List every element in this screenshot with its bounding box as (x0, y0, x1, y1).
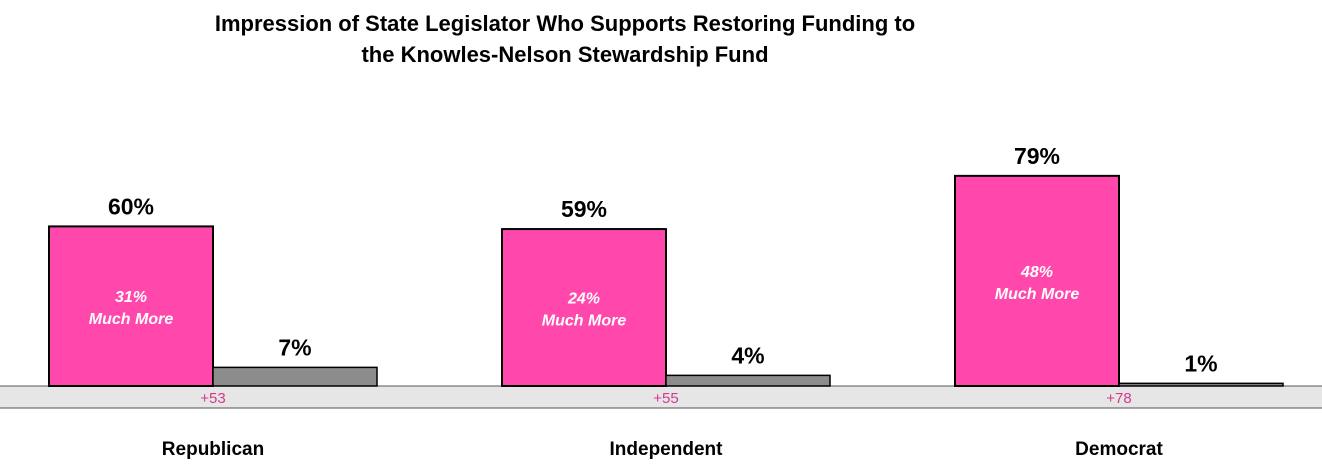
inner-label-percent: 31% (115, 289, 147, 306)
inner-label-text: Much More (89, 311, 174, 328)
net-label: +78 (1106, 390, 1131, 407)
inner-label-text: Much More (995, 286, 1080, 303)
bar-unfavorable (666, 375, 830, 386)
category-label: Republican (162, 439, 264, 460)
category-label: Democrat (1075, 439, 1163, 460)
inner-label-percent: 48% (1020, 264, 1053, 281)
value-label-favorable: 59% (561, 196, 607, 222)
value-label-unfavorable: 7% (278, 334, 311, 360)
value-label-unfavorable: 1% (1184, 350, 1217, 376)
bar-unfavorable (213, 367, 377, 386)
value-label-favorable: 79% (1014, 143, 1060, 169)
net-label: +53 (200, 390, 225, 407)
inner-label-percent: 24% (567, 291, 600, 308)
bar-unfavorable (1119, 383, 1283, 386)
value-label-favorable: 60% (108, 193, 154, 219)
inner-label-text: Much More (542, 313, 627, 330)
value-label-unfavorable: 4% (731, 342, 764, 368)
category-label: Independent (610, 439, 724, 460)
net-label: +55 (653, 390, 678, 407)
